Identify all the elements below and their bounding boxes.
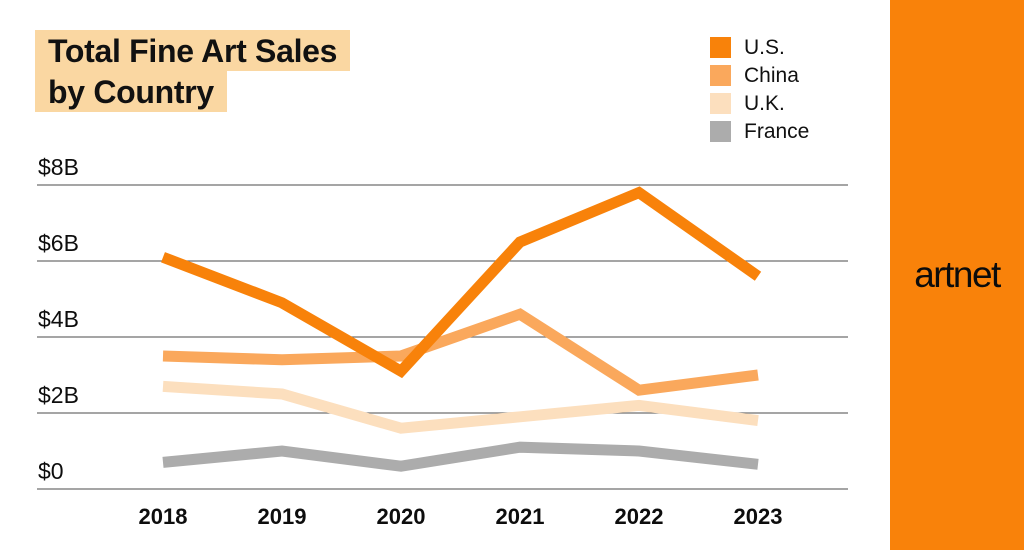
x-tick-label: 2020 [376, 504, 426, 529]
legend-item-us: U.S. [710, 35, 809, 59]
legend-item-uk: U.K. [710, 91, 809, 115]
legend-swatch-icon [710, 37, 731, 58]
series-line-uk [162, 380, 759, 434]
legend-swatch-icon [710, 121, 731, 142]
line-chart [37, 184, 848, 490]
series-line-france [162, 441, 759, 472]
legend-label: U.S. [744, 35, 785, 59]
y-tick-label: $8B [38, 154, 79, 180]
brand-sidebar: artnet [890, 0, 1024, 550]
x-tick-label: 2023 [733, 504, 783, 529]
legend-item-france: France [710, 119, 810, 143]
y-tick-label: $6B [38, 230, 79, 256]
legend-label: U.K. [744, 91, 785, 115]
legend: U.S. China U.K. France [710, 35, 810, 149]
chart-title-line-2: by Country [35, 71, 227, 112]
legend-item-china: China [710, 63, 809, 87]
y-tick-label: $4B [38, 306, 79, 332]
x-tick-label: 2021 [495, 504, 545, 529]
chart-title: Total Fine Art Sales by Country [35, 30, 351, 112]
series-line-china [162, 308, 759, 396]
legend-swatch-icon [710, 65, 731, 86]
x-tick-label: 2022 [614, 504, 664, 529]
legend-label: France [744, 119, 810, 143]
legend-swatch-icon [710, 93, 731, 114]
x-tick-label: 2018 [138, 504, 188, 529]
series-line-us [161, 186, 762, 379]
x-tick-label: 2019 [257, 504, 307, 529]
legend-label: China [744, 63, 799, 87]
y-tick-label: $0 [38, 458, 64, 484]
chart-title-line-1: Total Fine Art Sales [35, 30, 351, 71]
brand-wordmark: artnet [914, 254, 1001, 295]
y-tick-label: $2B [38, 382, 79, 408]
